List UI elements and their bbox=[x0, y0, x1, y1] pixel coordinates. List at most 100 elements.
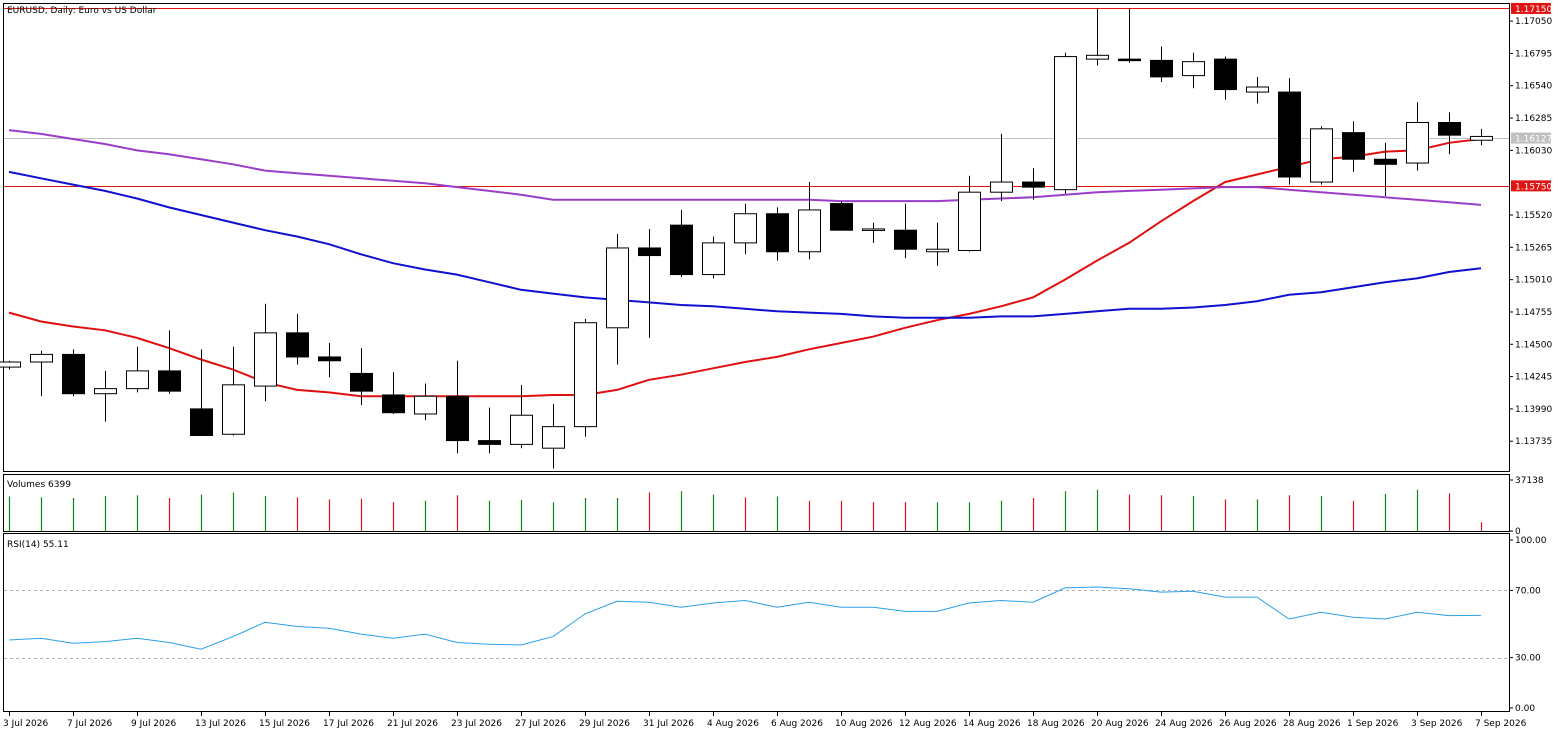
date-label: 15 Jul 2026 bbox=[259, 719, 310, 729]
price-level-label: 1.16127 bbox=[1515, 135, 1552, 145]
candle bbox=[222, 346, 245, 436]
candle-body bbox=[1278, 91, 1301, 178]
candle-body bbox=[862, 228, 885, 231]
candle bbox=[446, 360, 469, 454]
candle bbox=[1182, 52, 1205, 89]
candle-body bbox=[158, 370, 181, 392]
candle bbox=[318, 343, 341, 378]
date-label: 7 Jul 2026 bbox=[67, 719, 112, 729]
candle-body bbox=[574, 322, 597, 428]
price-level-box bbox=[1511, 132, 1551, 144]
price-tick-label: 1.17050 bbox=[1515, 17, 1552, 27]
candle-body bbox=[30, 353, 53, 363]
candle-body bbox=[1406, 121, 1429, 164]
candle-body bbox=[222, 384, 245, 435]
ma-line-ma-blue bbox=[8, 170, 1482, 319]
candle-body bbox=[830, 203, 853, 231]
candle-body bbox=[1086, 54, 1109, 60]
candle bbox=[894, 203, 917, 259]
price-tick-label: 1.14245 bbox=[1515, 373, 1552, 383]
candle-body bbox=[1438, 121, 1461, 136]
date-label: 18 Aug 2026 bbox=[1027, 719, 1085, 729]
candle-body bbox=[990, 181, 1013, 193]
candle bbox=[830, 201, 853, 231]
candle bbox=[606, 234, 629, 365]
candle bbox=[0, 360, 21, 370]
candle bbox=[798, 182, 821, 260]
price-tick-label: 1.16030 bbox=[1515, 146, 1552, 156]
candle bbox=[958, 175, 981, 252]
candle-body bbox=[62, 353, 85, 395]
date-label: 31 Jul 2026 bbox=[643, 719, 694, 729]
price-level-label: 1.15750 bbox=[1515, 182, 1552, 192]
price-panel[interactable] bbox=[0, 8, 1509, 469]
candle-body bbox=[1374, 158, 1397, 165]
candle-body bbox=[702, 242, 725, 276]
candle-body bbox=[734, 213, 757, 244]
rsi-line bbox=[8, 586, 1482, 650]
candle-body bbox=[318, 356, 341, 362]
price-level-box bbox=[1511, 180, 1551, 192]
candle bbox=[734, 203, 757, 255]
candle-body bbox=[190, 408, 213, 437]
volume-tick-label: 0 bbox=[1515, 527, 1521, 537]
date-label: 26 Aug 2026 bbox=[1219, 719, 1277, 729]
candle-body bbox=[894, 229, 917, 250]
date-label: 7 Sep 2026 bbox=[1475, 719, 1527, 729]
candle bbox=[254, 303, 277, 402]
date-label: 24 Aug 2026 bbox=[1155, 719, 1213, 729]
rsi-tick-label: 30.00 bbox=[1515, 654, 1541, 664]
candle bbox=[926, 222, 949, 266]
candle bbox=[1374, 142, 1397, 196]
date-label: 28 Aug 2026 bbox=[1283, 719, 1341, 729]
date-label: 4 Aug 2026 bbox=[707, 719, 759, 729]
candle bbox=[1310, 126, 1333, 185]
date-label: 23 Jul 2026 bbox=[451, 719, 502, 729]
rsi-panel[interactable] bbox=[4, 586, 1509, 659]
date-label: 10 Aug 2026 bbox=[835, 719, 893, 729]
candle bbox=[1342, 121, 1365, 172]
candle-body bbox=[478, 440, 501, 445]
candle bbox=[1054, 52, 1077, 194]
candle-body bbox=[382, 394, 405, 414]
price-tick-label: 1.15520 bbox=[1515, 211, 1552, 221]
volume-panel-frame bbox=[3, 474, 1510, 532]
candle-body bbox=[1054, 56, 1077, 191]
candle-body bbox=[926, 248, 949, 253]
date-label: 3 Jul 2026 bbox=[3, 719, 48, 729]
candle-body bbox=[542, 426, 565, 449]
price-tick-label: 1.15010 bbox=[1515, 276, 1552, 286]
candle bbox=[702, 236, 725, 279]
rsi-panel-title: RSI(14) 55.11 bbox=[7, 540, 69, 550]
candle bbox=[1022, 168, 1045, 200]
candle bbox=[1150, 46, 1173, 82]
candle-body bbox=[606, 247, 629, 329]
candle-body bbox=[670, 224, 693, 276]
date-label: 3 Sep 2026 bbox=[1411, 719, 1463, 729]
candle-body bbox=[1470, 135, 1493, 141]
price-level-box bbox=[1511, 2, 1551, 14]
date-label: 6 Aug 2026 bbox=[771, 719, 823, 729]
candle-body bbox=[126, 370, 149, 390]
candle bbox=[286, 313, 309, 365]
candle bbox=[414, 383, 437, 421]
candle bbox=[1470, 128, 1493, 146]
candle bbox=[670, 209, 693, 278]
date-label: 27 Jul 2026 bbox=[515, 719, 566, 729]
candle bbox=[1278, 78, 1301, 185]
ma-line-ma-purple bbox=[8, 129, 1482, 206]
candle-body bbox=[638, 247, 661, 257]
candle bbox=[1438, 112, 1461, 155]
candle bbox=[542, 403, 565, 469]
date-label: 9 Jul 2026 bbox=[131, 719, 176, 729]
volume-panel[interactable] bbox=[8, 489, 1483, 531]
candle bbox=[1246, 76, 1269, 104]
candle bbox=[94, 370, 117, 422]
candle-body bbox=[0, 361, 21, 368]
candle bbox=[766, 207, 789, 261]
candle bbox=[382, 372, 405, 414]
price-tick-label: 1.16285 bbox=[1515, 114, 1552, 124]
candle bbox=[126, 346, 149, 393]
candle-body bbox=[1022, 181, 1045, 188]
